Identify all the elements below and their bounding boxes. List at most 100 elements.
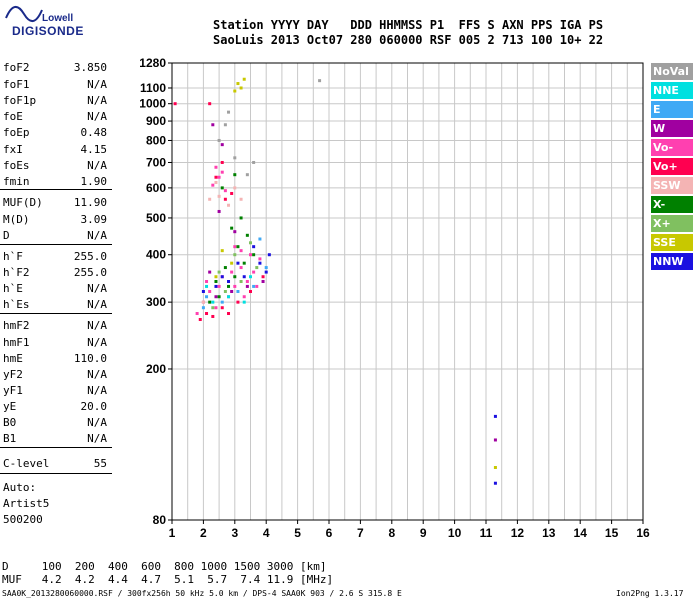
- param-value: N/A: [87, 159, 107, 172]
- data-point-x-: [214, 280, 218, 284]
- data-point-x-: [236, 245, 240, 249]
- legend-item-x-: X+: [651, 215, 693, 232]
- data-point-w: [220, 143, 224, 147]
- param-row-yf1: yF1 N/A: [3, 384, 107, 400]
- param-value: 11.90: [73, 196, 107, 209]
- digisonde-logo-wave: [5, 6, 43, 22]
- param-row-fof1p: foF1p N/A: [3, 94, 107, 110]
- param-value: N/A: [87, 384, 107, 397]
- data-point-nnw: [201, 290, 205, 293]
- data-point-nnw: [242, 275, 246, 279]
- data-point-x-: [227, 284, 231, 288]
- data-point-vo-: [217, 284, 221, 288]
- param-row-h-f: h`F 255.0: [3, 250, 107, 266]
- data-point-w: [211, 123, 215, 127]
- y-tick-label: 500: [146, 211, 166, 225]
- data-point-w: [233, 230, 237, 234]
- param-row-foe: foE N/A: [3, 110, 107, 126]
- data-point-nne: [205, 284, 209, 288]
- data-point-x-: [242, 261, 246, 265]
- data-point-vo-: [236, 300, 240, 304]
- param-row-m-d-: M(D) 3.09: [3, 213, 107, 229]
- data-point-sse: [220, 249, 224, 253]
- data-point-nne: [242, 300, 246, 304]
- param-separator: [0, 473, 112, 474]
- data-point-x-: [223, 290, 227, 293]
- param-row-fmin: fmin 1.90: [3, 175, 107, 191]
- data-point-w: [493, 438, 497, 442]
- plot-frame: [171, 62, 644, 521]
- data-point-vo-: [208, 290, 212, 293]
- x-tick-label: 16: [636, 526, 650, 540]
- param-row-b1: B1 N/A: [3, 432, 107, 448]
- data-point-nnw: [236, 261, 240, 265]
- y-tick-label: 900: [146, 114, 166, 128]
- param-row-muf-d-: MUF(D) 11.90: [3, 196, 107, 212]
- param-name: foF1: [3, 78, 30, 91]
- data-point-vo-: [195, 312, 199, 316]
- data-point-nnw: [267, 253, 271, 257]
- param-separator: [0, 189, 112, 190]
- data-point-vo-: [252, 270, 256, 274]
- legend-item-e: E: [651, 101, 693, 118]
- data-point-noval: [252, 160, 256, 164]
- param-separator: [0, 313, 112, 314]
- data-point-vo-: [220, 306, 224, 310]
- data-point-x-: [233, 275, 237, 279]
- param-value: 55: [93, 457, 107, 470]
- data-point-nne: [211, 300, 215, 304]
- param-value: N/A: [87, 368, 107, 381]
- param-row-fof1: foF1 N/A: [3, 78, 107, 94]
- param-row-h-f2: h`F2 255.0: [3, 266, 107, 282]
- data-point-ssw: [217, 194, 221, 198]
- data-point-noval: [223, 123, 227, 127]
- legend-item-noval: NoVal: [651, 63, 693, 80]
- param-name: h`F: [3, 250, 23, 263]
- logo-digisonde-text: DIGISONDE: [12, 24, 84, 38]
- data-point-vo-: [211, 314, 215, 318]
- data-point-x-: [255, 266, 259, 270]
- param-row-fof2: foF2 3.850: [3, 61, 107, 77]
- data-point-nnw: [493, 481, 497, 485]
- data-point-nne: [227, 295, 231, 299]
- data-point-vo-: [239, 249, 243, 253]
- y-tick-label: 800: [146, 133, 166, 147]
- x-tick-label: 2: [200, 526, 207, 540]
- param-name: D: [3, 229, 10, 242]
- data-point-vo-: [239, 266, 243, 270]
- param-value: 4.15: [80, 143, 108, 156]
- data-point-vo-: [249, 253, 252, 257]
- data-point-nne: [249, 275, 252, 279]
- data-point-nnw: [227, 280, 231, 284]
- param-name: fxI: [3, 143, 23, 156]
- y-tick-label: 300: [146, 295, 166, 309]
- data-point-noval: [318, 79, 322, 83]
- data-point-x-: [233, 253, 237, 257]
- param-name: hmF1: [3, 336, 30, 349]
- data-point-vo-: [205, 312, 209, 316]
- param-value: N/A: [87, 110, 107, 123]
- data-point-sse: [242, 77, 246, 81]
- data-point-vo-: [208, 102, 212, 106]
- param-name: foEp: [3, 126, 30, 139]
- param-row-fxi: fxI 4.15: [3, 143, 107, 159]
- data-point-nnw: [258, 261, 262, 265]
- param-name: h`Es: [3, 298, 30, 311]
- data-point-vo-: [198, 318, 202, 322]
- data-point-sse: [214, 275, 218, 279]
- data-point-w: [230, 290, 234, 293]
- param-name: foF1p: [3, 94, 37, 107]
- data-point-vo-: [258, 257, 262, 261]
- muf-row: MUF 4.2 4.2 4.4 4.7 5.1 5.7 7.4 11.9 [MH…: [2, 573, 334, 586]
- data-point-vo-: [217, 175, 221, 179]
- data-point-x-: [245, 233, 249, 237]
- distance-row: D 100 200 400 600 800 1000 1500 3000 [km…: [2, 560, 327, 573]
- param-name: hmE: [3, 352, 23, 365]
- data-point-e: [201, 306, 205, 310]
- data-point-ssw: [233, 186, 237, 190]
- data-point-vo-: [230, 191, 234, 195]
- data-point-sse: [236, 82, 240, 86]
- y-tick-label: 1280: [139, 56, 166, 70]
- y-tick-label: 200: [146, 362, 166, 376]
- data-point-vo-: [220, 170, 224, 174]
